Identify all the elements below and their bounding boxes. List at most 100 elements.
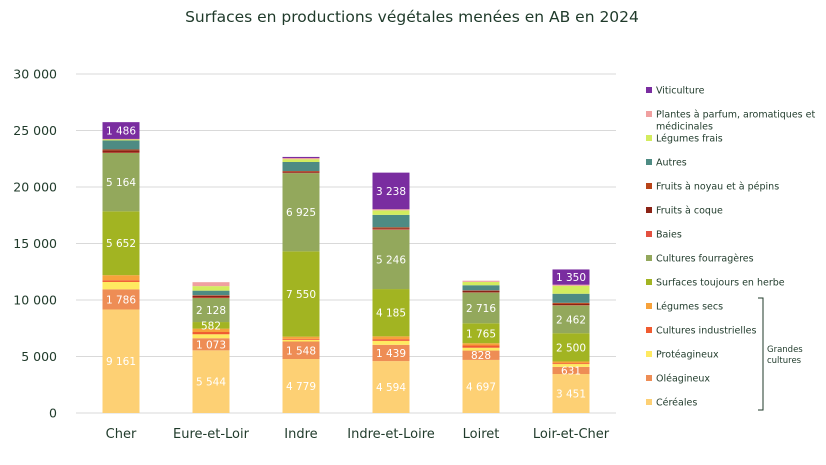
bar-segment — [192, 297, 230, 298]
bar-segment — [282, 358, 320, 413]
bar-segment — [372, 227, 410, 229]
data-label: 2 716 — [466, 303, 496, 315]
bar-segment — [282, 339, 320, 342]
data-label: 1 765 — [466, 328, 496, 340]
legend-label: Viticulture — [656, 86, 705, 97]
bars — [102, 122, 590, 413]
data-label: 9 161 — [106, 356, 136, 368]
legend-swatch — [646, 111, 652, 117]
bar-segment — [282, 251, 320, 337]
bar-segment — [192, 290, 230, 296]
bar-segment — [552, 366, 590, 375]
x-tick-label: Loir-et-Cher — [533, 427, 610, 442]
bar-segment — [282, 341, 320, 359]
legend-label: Fruits à noyau et à pépins — [656, 182, 779, 193]
legend-label: Cultures fourragères — [656, 254, 754, 265]
bar-segment — [552, 333, 590, 362]
data-label: 7 550 — [286, 289, 316, 301]
legend-label: Légumes frais — [656, 134, 723, 145]
legend-label: Baies — [656, 230, 682, 241]
legend-label: Oléagineux — [656, 374, 710, 385]
bar-segment — [552, 285, 590, 294]
bar-segment — [372, 209, 410, 211]
bar-segment — [102, 309, 140, 413]
y-tick-label: 15 000 — [13, 236, 57, 251]
bar-segment — [552, 269, 590, 285]
bar-segment — [372, 336, 410, 340]
bar-segment — [282, 158, 320, 160]
legend-label: Plantes à parfum, aromatiques et médicina… — [656, 110, 815, 133]
data-labels: 9 161 1 786 5 652 5 164 1 486 5 544 1 073 582 2 … — [106, 126, 586, 401]
data-label: 1 486 — [106, 126, 136, 138]
legend-swatch — [646, 87, 652, 93]
legend-swatch — [646, 159, 652, 165]
bar-segment — [462, 347, 500, 351]
legend-swatch — [646, 231, 652, 237]
bar-segment — [372, 172, 410, 210]
legend-swatch — [646, 351, 652, 357]
bar-segment — [102, 122, 140, 139]
data-label: 1 073 — [196, 339, 226, 351]
data-label: 3 451 — [556, 389, 586, 401]
bar-segment — [372, 289, 410, 337]
bar-segment — [462, 359, 500, 413]
data-label: 3 238 — [376, 186, 406, 198]
bar-segment — [102, 140, 140, 150]
bar-segment — [192, 286, 230, 291]
legend-swatch — [646, 255, 652, 261]
bar-segment — [282, 336, 320, 339]
bar-segment — [462, 350, 500, 360]
bar-segment — [192, 282, 230, 287]
bar-segment — [282, 171, 320, 172]
bar-segment — [372, 214, 410, 228]
bar-segment — [462, 290, 500, 293]
bar-segment — [192, 295, 230, 296]
bar-segment — [552, 305, 590, 334]
bar-segment — [372, 344, 410, 362]
bar-segment — [552, 303, 590, 306]
bar-segment — [192, 295, 230, 298]
legend-label: Surfaces toujours en herbe — [656, 278, 785, 289]
data-label: 1 786 — [106, 294, 136, 306]
data-label: 4 697 — [466, 381, 496, 393]
y-tick-label: 25 000 — [13, 123, 57, 138]
data-label: 5 544 — [196, 377, 226, 389]
data-label: 5 164 — [106, 177, 136, 189]
bar-segment — [102, 289, 140, 310]
bar-segment — [282, 159, 320, 163]
legend-swatch — [646, 135, 652, 141]
bar-segment — [282, 173, 320, 252]
data-label: 4 779 — [286, 381, 316, 393]
legend-swatch — [646, 375, 652, 381]
y-axis-ticks: 0 5 000 10 000 15 000 20 000 25 000 30 000 — [13, 67, 57, 421]
bar-segment — [372, 228, 410, 230]
bar-segment — [282, 156, 320, 159]
legend-swatch — [646, 183, 652, 189]
legend-swatch — [646, 327, 652, 333]
bar-segment — [462, 345, 500, 348]
bar-segment — [372, 210, 410, 215]
bar-segment — [192, 338, 230, 351]
data-label: 631 — [561, 365, 581, 377]
bar-segment — [192, 350, 230, 413]
bar-segment — [102, 211, 140, 276]
data-label: 4 594 — [376, 382, 406, 394]
data-label: 5 246 — [376, 254, 406, 266]
y-tick-label: 30 000 — [13, 67, 57, 82]
y-tick-label: 10 000 — [13, 293, 57, 308]
data-label: 2 500 — [556, 342, 586, 354]
data-label: 4 185 — [376, 308, 406, 320]
data-label: 1 548 — [286, 345, 316, 357]
x-axis-ticks: Cher Eure-et-Loir Indre Indre-et-Loire Loire… — [106, 427, 610, 442]
data-label: 1 439 — [376, 348, 406, 360]
bar-segment — [282, 162, 320, 172]
legend: Viticulture Plantes à parfum, aromatiques… — [646, 86, 815, 411]
bar-segment — [462, 323, 500, 344]
bar-segment — [102, 152, 140, 212]
legend-swatch — [646, 303, 652, 309]
x-tick-label: Indre-et-Loire — [347, 427, 435, 442]
bar-segment — [552, 374, 590, 413]
bar-segment — [462, 292, 500, 324]
data-label: 2 462 — [556, 314, 586, 326]
